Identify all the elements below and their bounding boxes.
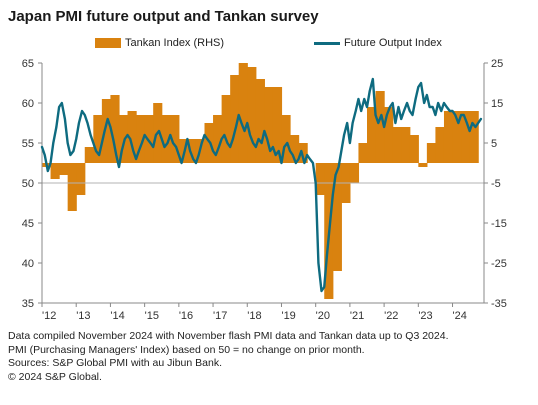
left-axis-tick-label: 50 <box>22 178 34 190</box>
tankan-bar <box>290 135 300 163</box>
x-axis-tick-label: '13 <box>76 310 90 322</box>
tankan-bar <box>443 111 454 163</box>
footnote-copyright: © 2024 S&P Global. <box>8 370 102 383</box>
chart-legend: Tankan Index (RHS) Future Output Index <box>0 37 538 53</box>
left-axis-tick-label: 45 <box>22 218 34 230</box>
tankan-bar <box>418 163 428 167</box>
right-axis-tick-label: 5 <box>491 138 497 150</box>
right-axis-tick-label: -15 <box>491 218 507 230</box>
chart-plot: 35 40 45 50 55 60 65 -35 -25 -15 -5 5 15 25 '12 '13 '14 '… <box>22 58 507 322</box>
tankan-bar <box>178 139 188 163</box>
tankan-bar <box>136 115 146 163</box>
legend-swatch-future-output <box>314 41 340 45</box>
x-axis-tick-label: '24 <box>453 310 467 322</box>
x-axis-tick-label: '18 <box>247 310 261 322</box>
left-axis-tick-label: 60 <box>22 98 34 110</box>
tankan-bar <box>93 115 103 163</box>
tankan-bar <box>221 95 231 163</box>
tankan-bar <box>247 67 257 163</box>
tankan-bar <box>272 87 283 163</box>
tankan-bar <box>469 111 479 163</box>
left-axis-tick-label: 65 <box>22 58 34 70</box>
x-axis-tick-label: '16 <box>179 310 193 322</box>
left-axis-tick-label: 35 <box>22 298 34 310</box>
tankan-bar <box>367 107 377 163</box>
tankan-bar <box>213 115 223 163</box>
tankan-bar <box>187 139 197 163</box>
tankan-bar <box>264 87 274 163</box>
tankan-bar <box>375 91 385 163</box>
legend-label-future-output: Future Output Index <box>344 37 442 49</box>
tankan-bar <box>426 143 437 163</box>
tankan-bar <box>110 95 120 163</box>
x-axis-tick-label: '15 <box>145 310 159 322</box>
tankan-bar <box>298 143 308 163</box>
tankan-bar <box>452 111 462 163</box>
x-axis-tick-label: '17 <box>213 310 227 322</box>
future-output-series <box>40 77 483 293</box>
tankan-bar <box>59 163 69 175</box>
tankan-bar <box>255 79 265 163</box>
legend-label-tankan: Tankan Index (RHS) <box>125 37 225 49</box>
tankan-bar <box>67 163 77 211</box>
tankan-bar <box>144 115 154 163</box>
tankan-bar <box>84 147 94 163</box>
x-axis-tick-label: '19 <box>281 310 295 322</box>
tankan-bar <box>50 163 60 179</box>
future-output-line <box>40 77 483 293</box>
tankan-bar <box>118 115 129 163</box>
left-axis-tick-label: 40 <box>22 258 34 270</box>
footnote-sources: Sources: S&P Global PMI with au Jibun Ba… <box>8 357 222 369</box>
tankan-bar <box>170 115 180 163</box>
tankan-bar <box>101 99 112 163</box>
x-axis-tick-label: '21 <box>350 310 364 322</box>
tankan-bar <box>127 111 137 163</box>
right-axis-tick-label: -25 <box>491 258 507 270</box>
x-axis-tick-label: '14 <box>110 310 124 322</box>
tankan-bar <box>281 115 291 163</box>
legend-swatch-tankan <box>95 38 121 48</box>
tankan-bar <box>461 111 471 163</box>
left-axis-tick-label: 55 <box>22 138 34 150</box>
footnote-pmi-definition: PMI (Purchasing Managers' Index) based o… <box>8 343 365 356</box>
right-axis-tick-label: 25 <box>491 58 503 70</box>
x-axis-tick-label: '22 <box>384 310 398 322</box>
legend-item-tankan: Tankan Index (RHS) <box>95 37 224 49</box>
tankan-bar <box>384 107 394 163</box>
tankan-bar <box>230 75 240 163</box>
tankan-bar <box>161 115 171 163</box>
tick-labels: 35 40 45 50 55 60 65 -35 -25 -15 -5 5 15 25 '12 '13 '14 '… <box>22 58 507 322</box>
x-axis-tick-label: '20 <box>316 310 330 322</box>
right-axis-tick-label: -5 <box>491 178 501 190</box>
chart-title: Japan PMI future output and Tankan surve… <box>8 8 319 25</box>
tankan-bar <box>76 163 86 195</box>
tankan-bar <box>315 163 325 195</box>
legend-item-future-output: Future Output Index <box>314 37 442 49</box>
right-axis-tick-label: -35 <box>491 298 507 310</box>
tankan-bar <box>349 163 360 183</box>
tankan-bar <box>435 127 445 163</box>
tankan-bar <box>392 127 402 163</box>
tankan-bar <box>332 163 342 271</box>
right-axis-tick-label: 15 <box>491 98 503 110</box>
tankan-bars <box>42 63 479 299</box>
footnote-data-compiled: Data compiled November 2024 with Novembe… <box>8 330 449 342</box>
chart-footnotes: Data compiled November 2024 with Novembe… <box>8 330 448 384</box>
x-axis-tick-label: '23 <box>418 310 432 322</box>
tankan-bar <box>401 127 411 163</box>
tankan-bar <box>358 143 368 163</box>
tankan-bar <box>409 135 419 163</box>
tankan-bar <box>238 63 248 163</box>
x-axis-tick-label: '12 <box>42 310 56 322</box>
